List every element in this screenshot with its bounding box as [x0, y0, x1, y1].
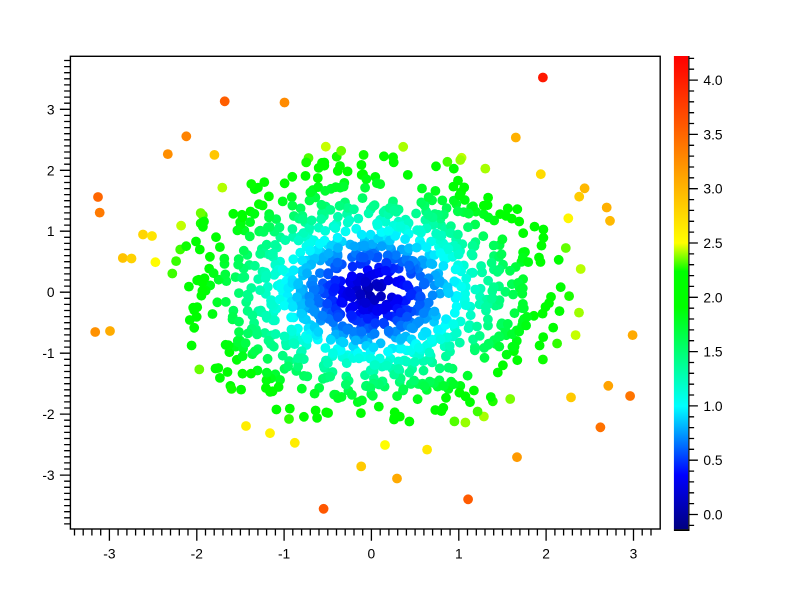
svg-text:0: 0 — [47, 285, 55, 300]
svg-text:3.0: 3.0 — [703, 182, 723, 197]
svg-text:1: 1 — [47, 224, 55, 239]
svg-text:-3: -3 — [42, 468, 55, 483]
svg-text:0.0: 0.0 — [703, 508, 723, 523]
svg-text:1: 1 — [455, 547, 463, 562]
svg-text:2.5: 2.5 — [703, 236, 723, 251]
svg-text:-1: -1 — [278, 547, 290, 562]
svg-text:2.0: 2.0 — [703, 290, 723, 305]
svg-text:-3: -3 — [103, 547, 116, 562]
svg-text:0.5: 0.5 — [703, 453, 723, 468]
svg-text:1.0: 1.0 — [703, 399, 723, 414]
svg-text:-1: -1 — [42, 346, 54, 361]
svg-text:3: 3 — [47, 102, 55, 117]
svg-text:0: 0 — [368, 547, 376, 562]
svg-text:3.5: 3.5 — [703, 127, 723, 142]
svg-text:3: 3 — [630, 547, 638, 562]
svg-text:2: 2 — [47, 163, 55, 178]
svg-text:2: 2 — [542, 547, 550, 562]
svg-text:-2: -2 — [191, 547, 203, 562]
svg-text:-2: -2 — [42, 407, 54, 422]
svg-text:4.0: 4.0 — [703, 73, 723, 88]
svg-text:1.5: 1.5 — [703, 345, 723, 360]
